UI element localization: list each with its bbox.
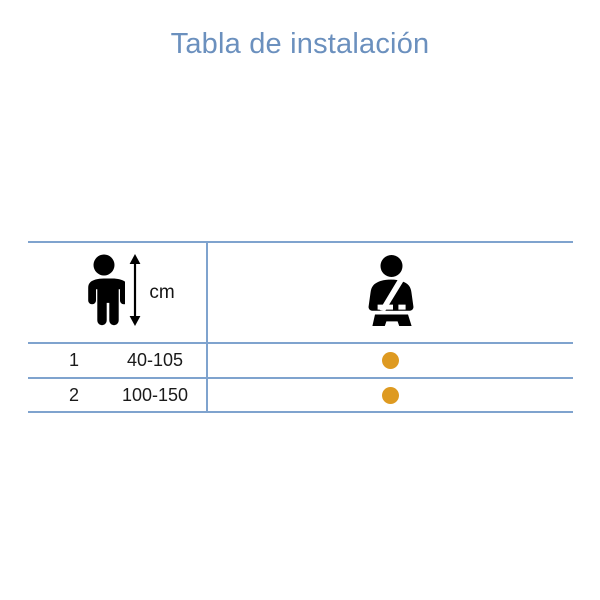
table-header-cell-seatbelt [208, 243, 573, 342]
height-unit-label: cm [149, 282, 175, 303]
seated-child-seatbelt-icon [362, 254, 420, 331]
standing-person-icon [83, 254, 129, 331]
row-seatbelt-cell [208, 343, 573, 377]
table-header-bottom-rule [28, 342, 573, 344]
height-icon-group: cm [83, 254, 175, 331]
table-bottom-rule [28, 411, 573, 413]
table-row: 1 40-105 [28, 343, 573, 377]
installation-table: cm 1 40-105 [28, 241, 573, 413]
status-dot [382, 386, 399, 404]
table-row-divider-rule [28, 377, 573, 379]
row-index-cell: 2 [68, 384, 79, 405]
table-column-divider [206, 241, 208, 412]
table-row: 2 100-150 [28, 378, 573, 412]
page-title: Tabla de instalación [170, 28, 430, 60]
table-header-cell-height: cm [28, 243, 206, 342]
status-dot [382, 351, 399, 369]
height-double-arrow-icon [127, 254, 143, 331]
row-seatbelt-cell [208, 378, 573, 412]
table-top-rule [28, 241, 573, 243]
row-index-cell: 1 [68, 349, 79, 370]
row-height-range-cell: 100-150 [121, 384, 189, 405]
row-height-range-cell: 40-105 [126, 349, 184, 370]
